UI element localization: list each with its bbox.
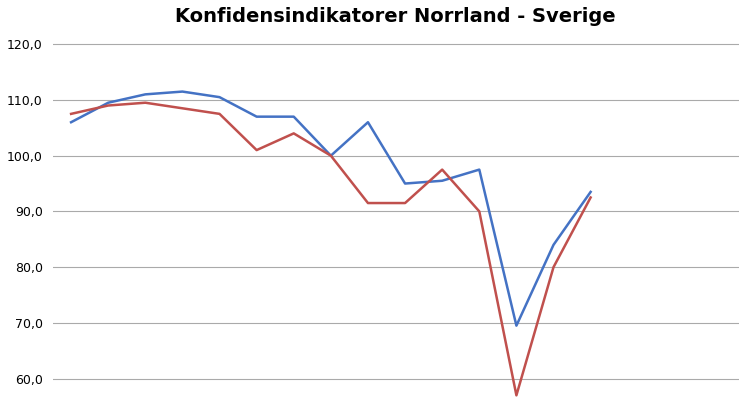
- Title: Konfidensindikatorer Norrland - Sverige: Konfidensindikatorer Norrland - Sverige: [175, 7, 616, 26]
